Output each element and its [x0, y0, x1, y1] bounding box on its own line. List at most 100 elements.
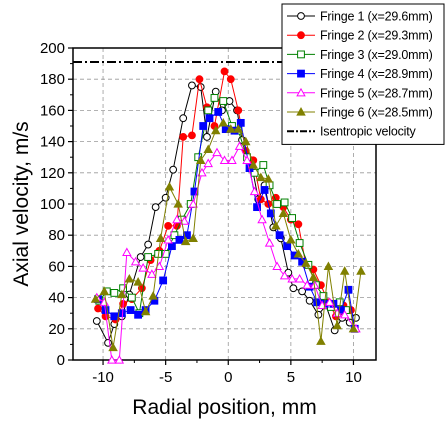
legend-marker-6	[296, 107, 306, 116]
series-3-point	[319, 292, 328, 300]
series-5-point	[122, 247, 132, 256]
series-1-point	[144, 240, 153, 249]
series-4-point	[168, 242, 176, 251]
series-6-point	[180, 236, 191, 246]
series-6-point	[140, 306, 151, 316]
series-4-point	[344, 285, 353, 294]
series-6-point	[133, 277, 143, 286]
series-3-point	[170, 231, 179, 240]
series-1-point	[305, 296, 314, 305]
series-5-point	[138, 263, 148, 272]
series-3-point	[288, 214, 297, 222]
series-6-point	[233, 124, 244, 133]
series-3-point	[273, 200, 281, 208]
y-tick-label: 120	[40, 165, 65, 182]
series-5-point	[147, 269, 157, 278]
series-6-point	[256, 172, 266, 182]
series-5	[92, 141, 361, 364]
series-1-point	[104, 338, 112, 347]
series-5-point	[234, 141, 245, 150]
series-6-point	[90, 294, 101, 303]
legend-marker-1	[297, 12, 305, 20]
series-4-point	[134, 310, 143, 319]
legend-marker-4	[297, 69, 305, 78]
series-5-point	[114, 355, 125, 364]
series-6-point	[195, 155, 206, 164]
series-6-point	[278, 208, 289, 217]
y-tick-label: 0	[57, 352, 65, 369]
y-axis-title: Axial velocity, m/s	[10, 121, 33, 286]
x-tick-label: -5	[159, 369, 172, 386]
series-2-point	[234, 106, 243, 115]
legend: Fringe 1 (x=29.6mm) Fringe 2 (x=29.3mm) Fr…	[281, 3, 445, 145]
series-3-point	[295, 239, 304, 247]
series-5-point	[272, 261, 282, 271]
series-4-point	[313, 298, 322, 307]
series-2-point	[94, 304, 102, 313]
y-tick-label: 100	[40, 196, 65, 213]
series-5-point	[257, 214, 267, 224]
series-1-point	[203, 133, 211, 141]
series-3-point	[210, 94, 219, 102]
series-6-point	[241, 136, 251, 146]
y-tick-label: 180	[40, 71, 65, 88]
series-3-point	[219, 97, 228, 105]
series-4-point	[110, 312, 119, 321]
series-1-point	[169, 165, 178, 174]
series-2-point	[195, 75, 204, 84]
series-6-point	[148, 291, 158, 300]
series-6-point	[316, 336, 326, 345]
series-5-point	[264, 238, 275, 247]
y-tick-label: 160	[40, 102, 65, 119]
series-5-point	[302, 280, 312, 289]
y-tick-label: 40	[48, 290, 65, 307]
y-tick-label: 20	[48, 321, 65, 338]
series-5-point	[212, 147, 222, 157]
series-6-point	[286, 234, 296, 244]
series-4-point	[126, 306, 135, 314]
y-tick-label: 140	[40, 134, 65, 151]
series-5-point	[242, 155, 252, 164]
x-axis-title: Radial position, mm	[132, 396, 316, 419]
series-2-point	[226, 75, 235, 84]
y-tick-label: 60	[48, 258, 65, 275]
series-6	[90, 117, 366, 352]
series-6-point	[164, 181, 175, 191]
series-5-point	[227, 155, 237, 164]
series-6-point	[99, 286, 110, 295]
series-6-point	[173, 199, 183, 208]
series-3-point	[127, 293, 136, 302]
series-3-point	[259, 161, 268, 169]
series-5-point	[249, 186, 260, 196]
series-5-point	[163, 234, 173, 244]
series-1-point	[136, 253, 145, 261]
series-5-point	[279, 270, 290, 280]
series-1-point	[179, 114, 188, 123]
series-1-point	[345, 318, 354, 327]
x-tick-label: 0	[224, 369, 232, 386]
series-5-point	[294, 273, 305, 283]
series-5-point	[203, 158, 213, 168]
series-6-point	[218, 117, 229, 127]
series-5-point	[179, 216, 190, 225]
y-tick-label: 80	[48, 227, 65, 244]
series-5-point	[130, 256, 141, 266]
legend-label-5: Fringe 5 (x=28.7mm)	[320, 86, 433, 100]
series-4-point	[199, 122, 208, 130]
series-6-point	[226, 124, 236, 133]
series-6-point	[356, 266, 366, 275]
series-6-point	[332, 320, 342, 330]
series-5-point	[219, 155, 230, 164]
x-tick-label: 10	[345, 369, 362, 386]
legend-marker-3	[297, 50, 305, 59]
series-2-point	[220, 67, 229, 76]
series-1-point	[92, 317, 101, 325]
legend-marker-2	[297, 31, 305, 40]
series-6-point	[339, 266, 350, 275]
series-2-point	[188, 131, 196, 140]
series-1-point	[151, 203, 160, 212]
series-6-point	[108, 342, 118, 352]
series-6-point	[210, 125, 221, 135]
